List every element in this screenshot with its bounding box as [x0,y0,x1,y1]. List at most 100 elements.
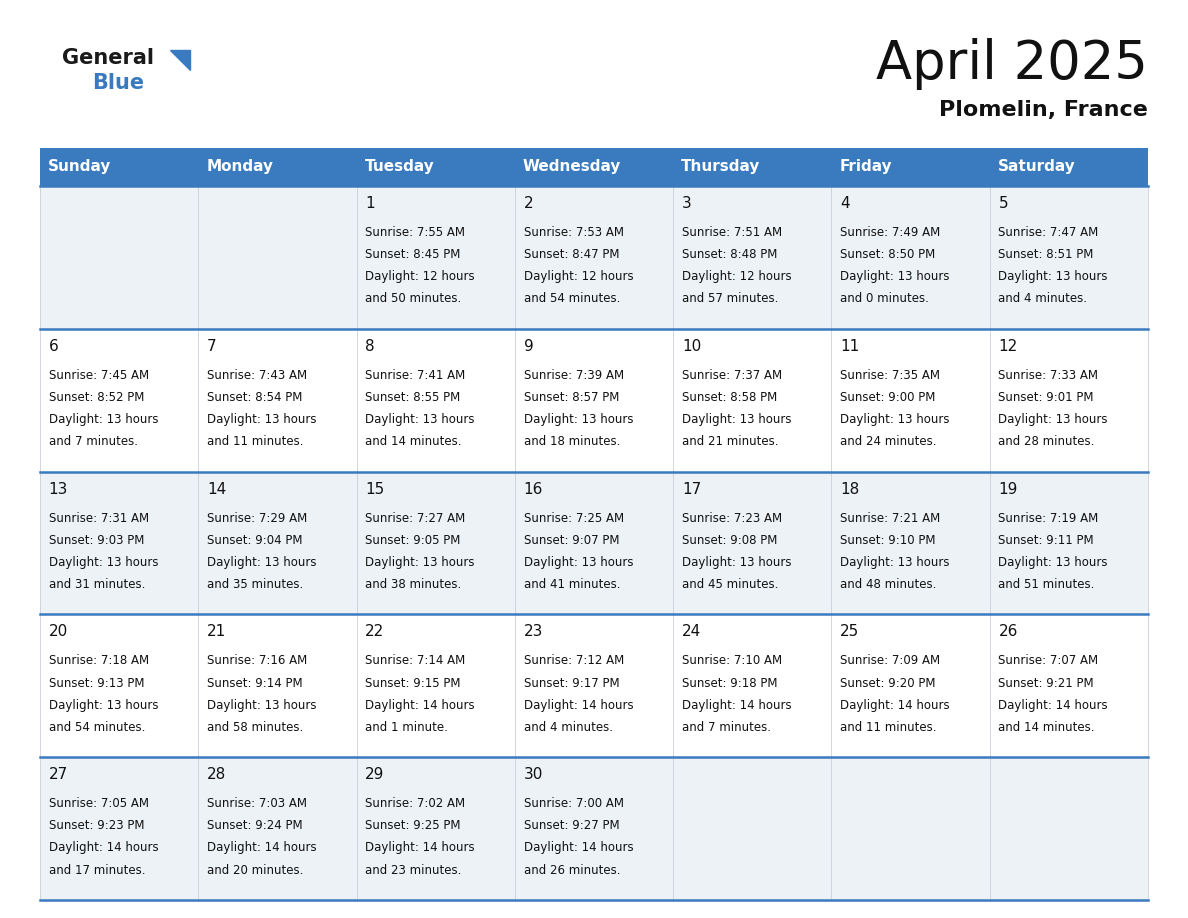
Text: Thursday: Thursday [681,160,760,174]
Bar [514,614,674,757]
Text: Daylight: 13 hours: Daylight: 13 hours [49,699,158,711]
Bar [40,186,198,329]
Bar [40,614,198,757]
Bar [990,329,1148,472]
Text: Daylight: 13 hours: Daylight: 13 hours [524,556,633,569]
Text: Sunrise: 7:39 AM: Sunrise: 7:39 AM [524,369,624,382]
Text: Sunrise: 7:07 AM: Sunrise: 7:07 AM [998,655,1099,667]
Text: 17: 17 [682,482,701,497]
Text: and 14 minutes.: and 14 minutes. [998,721,1095,733]
Bar [990,614,1148,757]
Text: and 23 minutes.: and 23 minutes. [365,864,462,877]
Text: General: General [62,48,154,68]
Text: 4: 4 [840,196,849,211]
Text: Sunset: 9:23 PM: Sunset: 9:23 PM [49,820,144,833]
Text: Sunset: 8:47 PM: Sunset: 8:47 PM [524,248,619,261]
Bar [198,186,356,329]
Text: and 41 minutes.: and 41 minutes. [524,578,620,591]
Text: and 31 minutes.: and 31 minutes. [49,578,145,591]
Bar [40,757,198,900]
Text: Sunset: 9:00 PM: Sunset: 9:00 PM [840,391,935,404]
Text: and 0 minutes.: and 0 minutes. [840,293,929,306]
Text: 23: 23 [524,624,543,640]
Bar [674,148,832,186]
Text: and 57 minutes.: and 57 minutes. [682,293,778,306]
Text: Sunset: 9:10 PM: Sunset: 9:10 PM [840,533,936,547]
Text: and 24 minutes.: and 24 minutes. [840,435,936,448]
Bar [356,329,514,472]
Text: and 50 minutes.: and 50 minutes. [365,293,461,306]
Text: Sunrise: 7:37 AM: Sunrise: 7:37 AM [682,369,782,382]
Bar [990,472,1148,614]
Text: Plomelin, France: Plomelin, France [940,100,1148,120]
Text: Blue: Blue [91,73,144,93]
Text: Daylight: 13 hours: Daylight: 13 hours [682,413,791,426]
Text: Sunrise: 7:16 AM: Sunrise: 7:16 AM [207,655,308,667]
Text: and 18 minutes.: and 18 minutes. [524,435,620,448]
Text: 24: 24 [682,624,701,640]
Bar [674,757,832,900]
Text: Daylight: 12 hours: Daylight: 12 hours [365,270,475,284]
Bar [356,614,514,757]
Text: Sunset: 8:50 PM: Sunset: 8:50 PM [840,248,935,261]
Text: Daylight: 14 hours: Daylight: 14 hours [682,699,791,711]
Text: April 2025: April 2025 [876,38,1148,90]
Text: 27: 27 [49,767,68,782]
Text: 26: 26 [998,624,1018,640]
Text: Daylight: 12 hours: Daylight: 12 hours [524,270,633,284]
Bar [356,148,514,186]
Text: Sunrise: 7:49 AM: Sunrise: 7:49 AM [840,226,941,239]
Text: Saturday: Saturday [998,160,1075,174]
Text: 6: 6 [49,339,58,353]
Text: Daylight: 13 hours: Daylight: 13 hours [998,413,1108,426]
Text: Daylight: 13 hours: Daylight: 13 hours [207,699,316,711]
Text: Daylight: 14 hours: Daylight: 14 hours [840,699,949,711]
Text: 1: 1 [365,196,375,211]
Text: and 7 minutes.: and 7 minutes. [682,721,771,733]
Text: 28: 28 [207,767,226,782]
Bar [40,329,198,472]
Text: 20: 20 [49,624,68,640]
Text: and 54 minutes.: and 54 minutes. [524,293,620,306]
Text: Daylight: 13 hours: Daylight: 13 hours [998,270,1108,284]
Text: Sunset: 8:54 PM: Sunset: 8:54 PM [207,391,303,404]
Bar [198,757,356,900]
Text: Sunset: 9:18 PM: Sunset: 9:18 PM [682,677,777,689]
Bar [40,472,198,614]
Bar [990,757,1148,900]
Text: Friday: Friday [840,160,892,174]
Text: 9: 9 [524,339,533,353]
Text: and 7 minutes.: and 7 minutes. [49,435,138,448]
Text: 14: 14 [207,482,226,497]
Text: Sunrise: 7:09 AM: Sunrise: 7:09 AM [840,655,940,667]
Text: Sunrise: 7:27 AM: Sunrise: 7:27 AM [365,511,466,524]
Text: Sunset: 9:04 PM: Sunset: 9:04 PM [207,533,303,547]
Text: Wednesday: Wednesday [523,160,621,174]
Bar [356,472,514,614]
Text: Sunrise: 7:12 AM: Sunrise: 7:12 AM [524,655,624,667]
Text: Sunrise: 7:23 AM: Sunrise: 7:23 AM [682,511,782,524]
Text: Sunday: Sunday [48,160,112,174]
Text: Sunrise: 7:41 AM: Sunrise: 7:41 AM [365,369,466,382]
Text: Daylight: 14 hours: Daylight: 14 hours [998,699,1108,711]
Text: and 17 minutes.: and 17 minutes. [49,864,145,877]
Text: Daylight: 12 hours: Daylight: 12 hours [682,270,791,284]
Text: Sunset: 9:15 PM: Sunset: 9:15 PM [365,677,461,689]
Text: Daylight: 13 hours: Daylight: 13 hours [49,413,158,426]
Text: Sunset: 8:52 PM: Sunset: 8:52 PM [49,391,144,404]
Text: Daylight: 13 hours: Daylight: 13 hours [365,413,475,426]
Text: Sunrise: 7:47 AM: Sunrise: 7:47 AM [998,226,1099,239]
Bar [198,148,356,186]
Bar [990,186,1148,329]
Text: Sunset: 9:03 PM: Sunset: 9:03 PM [49,533,144,547]
Text: 19: 19 [998,482,1018,497]
Text: 8: 8 [365,339,375,353]
Text: Sunset: 9:21 PM: Sunset: 9:21 PM [998,677,1094,689]
Text: and 20 minutes.: and 20 minutes. [207,864,303,877]
Bar [674,614,832,757]
Text: Sunset: 9:11 PM: Sunset: 9:11 PM [998,533,1094,547]
Text: Sunrise: 7:35 AM: Sunrise: 7:35 AM [840,369,940,382]
Text: and 48 minutes.: and 48 minutes. [840,578,936,591]
Text: 25: 25 [840,624,859,640]
Text: Daylight: 13 hours: Daylight: 13 hours [840,556,949,569]
